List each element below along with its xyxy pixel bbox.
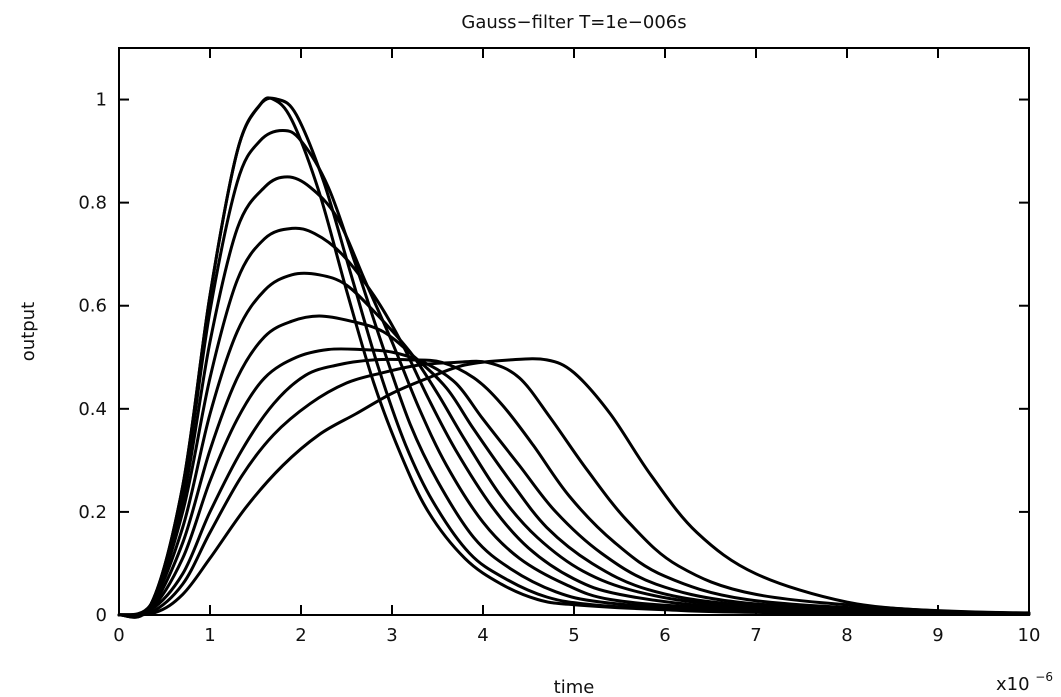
x-axis-label: time: [554, 677, 595, 697]
series-line-2: [117, 96, 1031, 619]
series-line-10: [117, 359, 1031, 617]
y-tick-label: 0.6: [78, 296, 107, 317]
series-line-8: [117, 347, 1031, 617]
x-tick-label: 2: [295, 625, 306, 646]
y-axis-tick-labels: 0 0.2 0.4 0.6 0.8 1: [78, 90, 107, 626]
y-tick-label: 0.2: [78, 502, 107, 523]
x-tick-label: 1: [204, 625, 215, 646]
y-tick-label: 0: [96, 605, 107, 626]
x-tick-label: 3: [386, 625, 397, 646]
x-axis-multiplier-base: x10: [996, 674, 1030, 695]
y-axis-label: output: [18, 302, 39, 361]
x-axis-tick-labels: 0 1 2 3 4 5 6 7 8 9 10: [113, 625, 1040, 646]
x-tick-label: 7: [750, 625, 761, 646]
x-tick-label: 8: [841, 625, 852, 646]
y-tick-label: 0.4: [78, 399, 107, 420]
series-line-11: [117, 357, 1031, 617]
chart-title: Gauss−filter T=1e−006s: [461, 12, 686, 33]
y-tick-label: 1: [96, 90, 107, 111]
series-group: [117, 96, 1031, 619]
x-axis-multiplier: x10 −6: [996, 670, 1053, 695]
series-line-7: [117, 314, 1031, 617]
x-tick-label: 10: [1018, 625, 1041, 646]
series-line-1: [117, 96, 1031, 619]
x-tick-label: 5: [568, 625, 579, 646]
y-tick-label: 0.8: [78, 193, 107, 214]
x-tick-label: 6: [659, 625, 670, 646]
series-line-5: [117, 226, 1031, 618]
x-axis-multiplier-exponent: −6: [1035, 670, 1053, 684]
x-tick-label: 4: [477, 625, 488, 646]
x-tick-label: 0: [113, 625, 124, 646]
y-axis-ticks: [119, 98, 1029, 616]
series-line-6: [117, 271, 1031, 617]
x-tick-label: 9: [932, 625, 943, 646]
series-line-9: [117, 357, 1031, 617]
